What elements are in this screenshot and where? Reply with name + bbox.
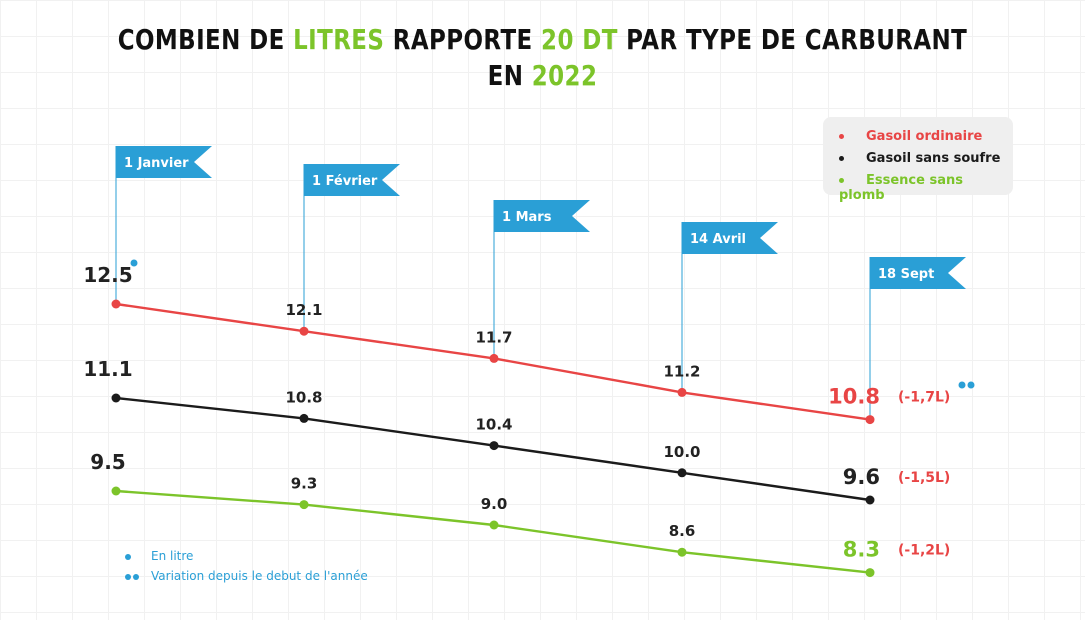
data-point	[489, 353, 499, 363]
data-point	[677, 468, 687, 478]
note-variation: Variation depuis le debut de l'année	[125, 566, 368, 586]
data-point	[865, 415, 875, 425]
legend-label: Gasoil ordinaire	[866, 129, 983, 144]
data-label: 11.1	[83, 357, 132, 381]
chart-title: COMBIEN DE LITRES RAPPORTE 20 DT PAR TYP…	[98, 22, 988, 94]
two-dots-icon	[125, 566, 151, 586]
data-label: 10.4	[475, 416, 512, 434]
data-point	[865, 568, 875, 578]
data-point	[111, 486, 121, 496]
data-point	[677, 547, 687, 557]
data-point	[299, 326, 309, 336]
title-text: EN	[487, 59, 532, 92]
title-line-1: COMBIEN DE LITRES RAPPORTE 20 DT PAR TYP…	[98, 22, 988, 58]
data-point	[865, 495, 875, 505]
legend-dot	[839, 134, 844, 139]
data-label: 11.2	[663, 362, 700, 380]
data-point	[299, 413, 309, 423]
data-label: 10.8	[285, 388, 322, 406]
title-accent-text: 20 DT	[541, 23, 618, 56]
legend: Gasoil ordinaire Gasoil sans soufre Esse…	[823, 117, 1013, 203]
legend-item-gasoil-sans-soufre: Gasoil sans soufre	[839, 151, 1000, 166]
one-dot-icon	[125, 546, 151, 566]
legend-label: Essence sans plomb	[839, 173, 963, 203]
flag-banner	[494, 200, 590, 232]
data-label: 8.3	[843, 538, 880, 562]
legend-item-gasoil-ordinaire: Gasoil ordinaire	[839, 129, 982, 144]
data-label: 9.3	[291, 475, 318, 493]
legend-item-essence-sans-plomb: Essence sans plomb	[839, 173, 1013, 203]
flag-banner	[116, 146, 212, 178]
single-dot-marker	[130, 259, 138, 267]
flag-banner	[682, 222, 778, 254]
data-point	[677, 387, 687, 397]
flag-label-5: 18 Sept	[878, 267, 934, 282]
data-label: 11.7	[475, 328, 512, 346]
legend-dot	[839, 178, 844, 183]
title-text: RAPPORTE	[384, 23, 542, 56]
data-point	[489, 520, 499, 530]
title-accent-text: LITRES	[293, 23, 385, 56]
flag-banner	[870, 257, 966, 289]
legend-label: Gasoil sans soufre	[866, 151, 1001, 166]
data-label: 9.6	[843, 465, 880, 489]
data-label: 9.5	[90, 450, 125, 474]
data-label: 10.0	[663, 443, 700, 461]
flag-label-2: 1 Février	[312, 174, 378, 189]
data-label: 10.8	[828, 385, 880, 409]
title-text: PAR TYPE DE CARBURANT	[617, 23, 968, 56]
data-point	[299, 500, 309, 510]
variation-label-2: (-1,5L)	[898, 470, 950, 486]
data-label: 12.5	[83, 263, 132, 287]
note-text: En litre	[151, 549, 194, 563]
variation-label-1: (-1,7L)	[898, 390, 950, 406]
note-en-litre: En litre	[125, 546, 368, 566]
title-line-2: EN 2022	[98, 58, 988, 94]
title-accent-text: 2022	[531, 59, 598, 92]
flag-banner	[304, 164, 400, 196]
notes: En litre Variation depuis le debut de l'…	[125, 546, 368, 586]
flag-label-1: 1 Janvier	[124, 156, 189, 171]
data-point	[111, 393, 121, 403]
legend-dot	[839, 156, 844, 161]
double-dot-marker	[967, 381, 975, 389]
data-label: 8.6	[669, 522, 696, 540]
data-point	[111, 299, 121, 309]
flag-label-4: 14 Avril	[690, 232, 746, 247]
data-point	[489, 441, 499, 451]
double-dot-marker	[958, 381, 966, 389]
data-label: 12.1	[285, 301, 322, 319]
note-text: Variation depuis le debut de l'année	[151, 569, 368, 583]
data-label: 9.0	[481, 495, 508, 513]
flag-label-3: 1 Mars	[502, 210, 552, 225]
variation-label-3: (-1,2L)	[898, 543, 950, 559]
title-text: COMBIEN DE	[117, 23, 294, 56]
